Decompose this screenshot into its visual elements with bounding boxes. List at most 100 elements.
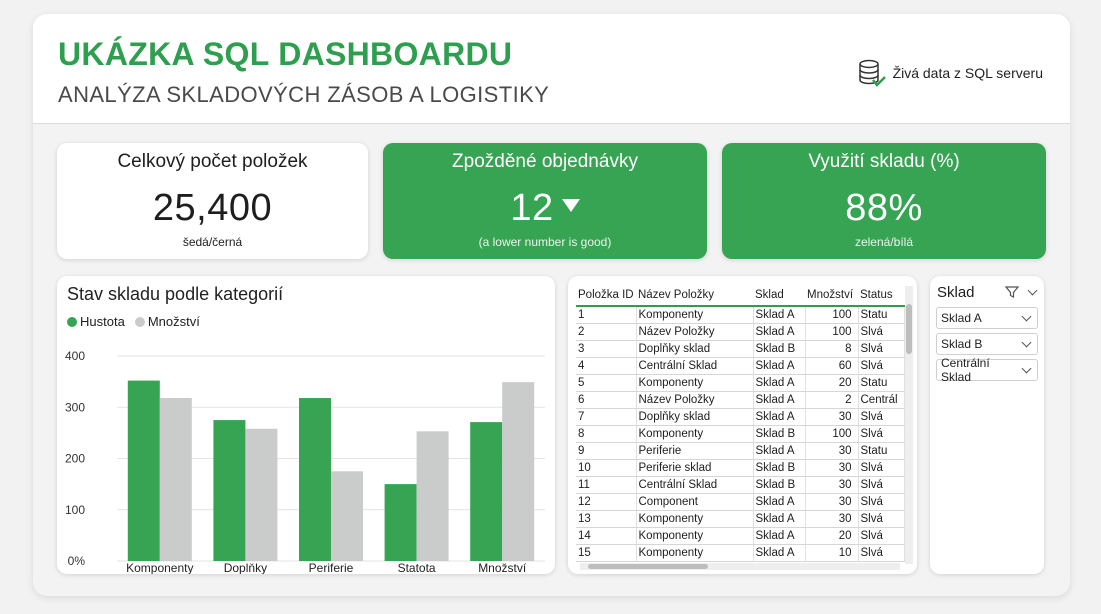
bar-mnozstvi[interactable] <box>331 471 363 561</box>
inventory-table-card: Položka ID Název Položky Sklad Množství Stat… <box>568 276 917 574</box>
bar-chart: 0% 100 200 300 400 Komponenty Doplňky Periferie… <box>65 349 545 574</box>
table-cell: 13 <box>576 510 637 528</box>
x-tick-label: Komponenty <box>126 561 193 574</box>
table-cell: 7 <box>576 408 637 426</box>
table-cell: 8 <box>805 340 859 358</box>
legend-swatch <box>67 316 77 327</box>
table-cell: Sklad B <box>753 459 806 477</box>
table-row[interactable]: 12 Component Sklad A 30 Slvá <box>576 493 905 511</box>
bar-mnozstvi[interactable] <box>502 382 535 561</box>
y-tick-label: 300 <box>65 400 85 414</box>
column-header[interactable]: Množství <box>805 284 858 307</box>
kpi-warehouse-utilization[interactable]: Využití skladu (%) 88% zelená/bílá <box>722 143 1046 259</box>
column-header[interactable]: Položka ID <box>576 284 636 307</box>
table-row[interactable]: 13 Komponenty Sklad A 30 Slvá <box>576 510 905 528</box>
table-cell: Komponenty <box>636 425 754 443</box>
chevron-down-icon[interactable] <box>1027 285 1038 295</box>
table-cell: 6 <box>576 391 637 409</box>
filter-icon[interactable] <box>1005 285 1019 299</box>
vertical-scrollbar[interactable] <box>905 286 913 564</box>
table-cell: Název Položky <box>636 323 754 341</box>
table-cell: Komponenty <box>636 527 754 545</box>
bar-hustota[interactable] <box>384 484 417 561</box>
slicer-icons <box>1005 285 1038 299</box>
table-row[interactable]: 15 Komponenty Sklad A 10 Slvá <box>576 544 905 562</box>
bar-mnozstvi[interactable] <box>416 431 449 561</box>
table-cell: Slvá <box>858 459 905 477</box>
bar-hustota[interactable] <box>213 420 246 561</box>
table-row[interactable]: 1 Komponenty Sklad A 100 Statu <box>576 306 905 324</box>
table-cell: Slvá <box>858 544 905 562</box>
table-row[interactable]: 4 Centrální Sklad Sklad A 60 Slvá <box>576 357 905 375</box>
column-header[interactable]: Sklad <box>753 284 805 307</box>
slicer-title: Sklad <box>937 284 975 301</box>
horizontal-scrollbar[interactable] <box>580 563 900 570</box>
table-cell: Komponenty <box>636 544 754 562</box>
table-cell: Periferie sklad <box>636 459 754 477</box>
table-row[interactable]: 14 Komponenty Sklad A 20 Slvá <box>576 527 905 545</box>
table-row[interactable]: 7 Doplňky sklad Sklad A 30 Slvá <box>576 408 905 426</box>
kpi-value: 25,400 <box>152 187 273 229</box>
table-cell: 30 <box>805 510 859 528</box>
y-tick-label: 0% <box>68 554 86 568</box>
kpi-note: zelená/bílá <box>854 235 914 249</box>
chevron-down-icon <box>1021 337 1032 347</box>
slicer-option-sklad-a[interactable]: Sklad A <box>936 307 1038 329</box>
table-cell: 30 <box>805 476 859 494</box>
table-cell: 3 <box>576 340 637 358</box>
bar-hustota[interactable] <box>299 398 331 561</box>
table-cell: Komponenty <box>636 510 754 528</box>
table-cell: Komponenty <box>636 374 754 392</box>
inventory-table: Položka ID Název Položky Sklad Množství Stat… <box>576 284 905 562</box>
table-cell: Slvá <box>858 425 905 443</box>
legend-label: Hustota <box>80 314 125 329</box>
table-row[interactable]: 2 Název Položky Sklad A 100 Slvá <box>576 323 905 341</box>
warehouse-slicer: Sklad Sklad A Sklad B Centrální Sklad <box>930 276 1044 574</box>
slicer-option-label: Sklad A <box>941 311 982 325</box>
table-cell: Sklad A <box>753 306 806 324</box>
table-row[interactable]: 9 Periferie Sklad A 30 Statu <box>576 442 905 460</box>
kpi-title: Celkový počet položek <box>117 151 308 172</box>
table-row[interactable]: 5 Komponenty Sklad A 20 Statu <box>576 374 905 392</box>
table-cell: 20 <box>805 374 859 392</box>
column-header[interactable]: Název Položky <box>636 284 753 307</box>
bar-hustota[interactable] <box>127 380 160 561</box>
table-cell: Doplňky sklad <box>636 408 754 426</box>
scrollbar-thumb[interactable] <box>906 304 912 354</box>
kpi-value: 88% <box>845 187 923 229</box>
chart-legend: Hustota Množství <box>67 314 200 329</box>
arrow-down-icon <box>561 199 580 213</box>
table-row[interactable]: 3 Doplňky sklad Sklad B 8 Slvá <box>576 340 905 358</box>
kpi-delayed-orders[interactable]: Zpožděné objednávky 12 (a lower number i… <box>383 143 707 259</box>
table-cell: Sklad A <box>753 493 806 511</box>
table-row[interactable]: 11 Centrální Sklad Sklad B 30 Slvá <box>576 476 905 494</box>
table-cell: 2 <box>576 323 637 341</box>
slicer-option-label: Centrální Sklad <box>941 356 990 384</box>
column-header[interactable]: Status <box>858 284 904 307</box>
scrollbar-thumb[interactable] <box>588 564 708 569</box>
bar-mnozstvi[interactable] <box>245 428 278 561</box>
legend-swatch <box>134 316 145 327</box>
table-cell: 1 <box>576 306 637 324</box>
table-cell: Sklad A <box>753 374 806 392</box>
kpi-total-items[interactable]: Celkový počet položek 25,400 šedá/černá <box>57 143 368 259</box>
table-row[interactable]: 6 Název Položky Sklad A 2 Centrál <box>576 391 905 409</box>
slicer-option-centralni-sklad[interactable]: Centrální Sklad <box>936 356 1038 384</box>
table-cell: Slvá <box>858 510 905 528</box>
table-cell: Slvá <box>858 323 905 341</box>
kpi-title: Využití skladu (%) <box>808 151 960 172</box>
legend-item-hustota[interactable]: Hustota <box>67 314 125 329</box>
table-cell: Slvá <box>858 357 905 375</box>
table-row[interactable]: 10 Periferie sklad Sklad B 30 Slvá <box>576 459 905 477</box>
header: UKÁZKA SQL DASHBOARDU ANALÝZA SKLADOVÝCH… <box>33 14 1070 124</box>
table-row[interactable]: 8 Komponenty Sklad B 100 Slvá <box>576 425 905 443</box>
bar-mnozstvi[interactable] <box>159 398 192 561</box>
table-cell: Sklad B <box>753 425 806 443</box>
table-cell: 10 <box>805 544 859 562</box>
legend-item-mnozstvi[interactable]: Množství <box>134 314 200 329</box>
slicer-option-sklad-b[interactable]: Sklad B <box>936 333 1038 355</box>
table-cell: Sklad B <box>753 476 806 494</box>
page-subtitle: ANALÝZA SKLADOVÝCH ZÁSOB A LOGISTIKY <box>58 82 550 107</box>
table-cell: 2 <box>805 391 859 409</box>
bar-hustota[interactable] <box>470 422 503 561</box>
